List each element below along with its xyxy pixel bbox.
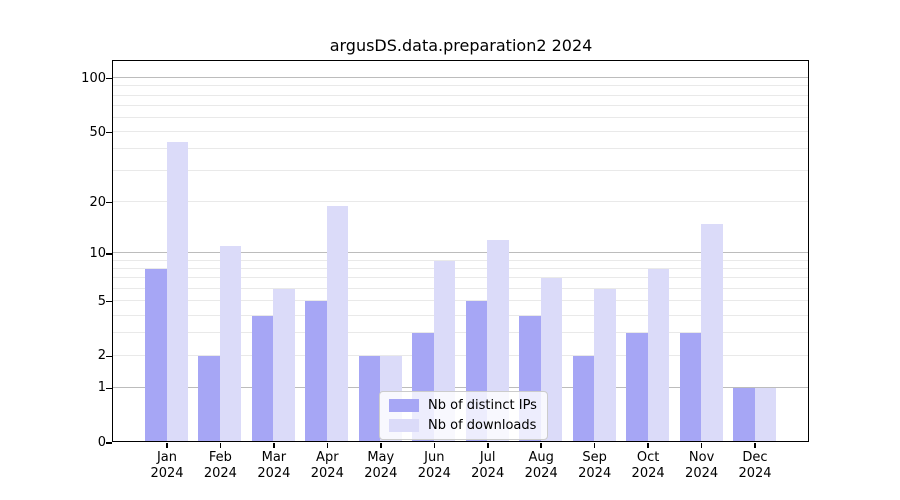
gridline-2 [113,354,808,356]
bar-may-nb-of-distinct-ips [358,355,381,441]
x-tick-label-mar: Mar 2024 [257,450,291,481]
x-tick-label-jul: Jul 2024 [471,450,505,481]
bar-dec-nb-of-downloads [754,387,776,441]
x-tick-mark-jan [166,443,168,448]
x-tick-mark-aug [540,443,542,448]
bar-nov-nb-of-downloads [701,223,723,441]
y-tick-mark-20 [106,201,112,204]
x-tick-label-dec: Dec 2024 [738,450,772,481]
bar-apr-nb-of-downloads [326,206,349,441]
x-tick-mark-sep [593,443,596,448]
x-tick-label-feb: Feb 2024 [203,450,237,481]
x-tick-mark-apr [326,443,329,448]
x-tick-mark-oct [647,443,649,448]
y-tick-mark-0 [106,442,112,444]
gridline-9 [113,259,808,261]
gridline-70 [113,105,808,106]
legend-item-distinct-ips: Nb of distinct IPs [389,398,537,413]
y-tick-mark-2 [106,355,112,357]
gridline-40 [113,148,808,150]
gridline-20 [113,201,808,203]
legend-label-distinct-ips: Nb of distinct IPs [428,398,537,413]
gridline-60 [113,117,808,118]
plot-area: Nb of distinct IPs Nb of downloads [112,60,809,442]
x-tick-label-aug: Aug 2024 [524,450,558,481]
y-tick-mark-1 [106,387,112,389]
legend-swatch-downloads [389,419,419,432]
x-tick-label-may: May 2024 [364,450,398,481]
bar-dec-nb-of-distinct-ips [733,387,755,441]
y-tick-label-5: 5 [97,293,106,309]
x-tick-label-oct: Oct 2024 [631,450,665,481]
y-tick-label-50: 50 [89,124,106,140]
bar-jan-nb-of-downloads [166,142,188,441]
y-tick-label-1: 1 [97,380,106,396]
x-tick-mark-jul [487,443,489,448]
bar-sep-nb-of-downloads [594,288,616,441]
x-tick-mark-dec [754,443,756,448]
y-tick-label-2: 2 [97,348,106,364]
bar-feb-nb-of-distinct-ips [198,355,220,441]
y-tick-label-100: 100 [81,70,106,86]
legend-swatch-distinct-ips [389,399,419,412]
y-tick-mark-100 [106,77,112,80]
gridline-8 [113,268,808,270]
gridline-5 [113,300,808,302]
y-tick-label-0: 0 [97,435,106,450]
x-tick-mark-may [380,443,382,448]
legend-label-downloads: Nb of downloads [428,418,537,433]
bar-mar-nb-of-downloads [273,288,295,441]
x-tick-mark-nov [700,443,703,448]
bar-mar-nb-of-distinct-ips [251,315,274,441]
bar-nov-nb-of-distinct-ips [679,333,702,441]
x-tick-label-sep: Sep 2024 [578,450,612,481]
x-tick-label-jan: Jan 2024 [150,450,184,481]
gridline-100 [113,77,808,79]
bar-oct-nb-of-distinct-ips [626,333,648,441]
y-tick-label-20: 20 [89,194,106,210]
gridline-7 [113,277,808,279]
x-tick-label-jun: Jun 2024 [417,450,451,481]
bar-oct-nb-of-downloads [647,269,670,441]
bar-apr-nb-of-distinct-ips [305,301,327,441]
gridline-80 [113,94,808,96]
bar-feb-nb-of-downloads [219,246,242,441]
y-tick-label-10: 10 [89,245,106,261]
x-tick-mark-mar [273,443,275,448]
legend-item-downloads: Nb of downloads [389,418,537,433]
bar-jan-nb-of-distinct-ips [145,269,167,441]
gridline-6 [113,287,808,289]
gridline-1 [113,386,808,388]
y-tick-mark-50 [106,131,112,134]
x-tick-mark-feb [219,443,222,448]
gridline-4 [113,314,808,316]
gridline-3 [113,332,808,334]
gridline-10 [113,252,808,254]
chart-title: argusDS.data.preparation2 2024 [329,36,593,55]
x-tick-mark-jun [433,443,435,448]
gridline-50 [113,131,808,133]
gridline-30 [113,170,808,172]
y-tick-mark-5 [106,300,112,303]
legend: Nb of distinct IPs Nb of downloads [379,391,548,440]
y-tick-mark-10 [106,253,112,255]
bar-sep-nb-of-distinct-ips [572,355,595,441]
bar-jul-nb-of-downloads [487,240,509,441]
x-tick-label-nov: Nov 2024 [685,450,719,481]
x-tick-label-apr: Apr 2024 [310,450,344,481]
gridline-90 [113,85,808,87]
